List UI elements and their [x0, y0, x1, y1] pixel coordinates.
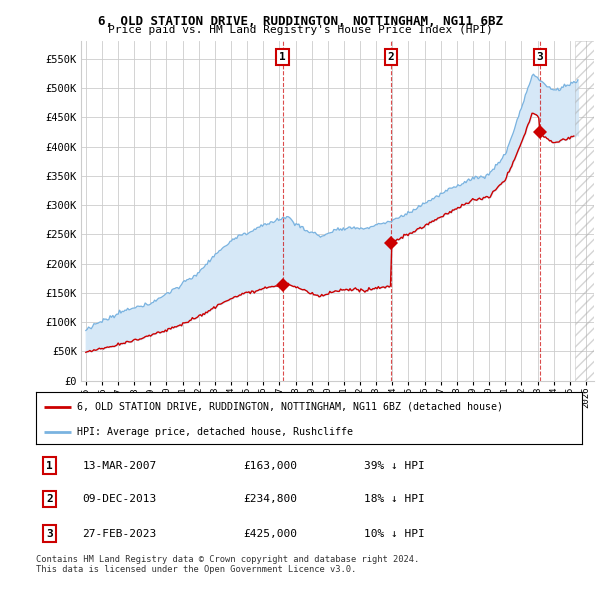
Text: 39% ↓ HPI: 39% ↓ HPI — [364, 461, 424, 471]
Text: 1: 1 — [279, 52, 286, 62]
Text: 3: 3 — [536, 52, 544, 62]
Text: 09-DEC-2013: 09-DEC-2013 — [82, 494, 157, 504]
Text: 2: 2 — [388, 52, 395, 62]
Text: Contains HM Land Registry data © Crown copyright and database right 2024.
This d: Contains HM Land Registry data © Crown c… — [36, 555, 419, 574]
Text: 1: 1 — [46, 461, 53, 471]
Text: £425,000: £425,000 — [244, 529, 298, 539]
Text: 6, OLD STATION DRIVE, RUDDINGTON, NOTTINGHAM, NG11 6BZ: 6, OLD STATION DRIVE, RUDDINGTON, NOTTIN… — [97, 15, 503, 28]
Text: 2: 2 — [46, 494, 53, 504]
Text: 6, OLD STATION DRIVE, RUDDINGTON, NOTTINGHAM, NG11 6BZ (detached house): 6, OLD STATION DRIVE, RUDDINGTON, NOTTIN… — [77, 402, 503, 412]
Text: £163,000: £163,000 — [244, 461, 298, 471]
Text: 18% ↓ HPI: 18% ↓ HPI — [364, 494, 424, 504]
Text: Price paid vs. HM Land Registry's House Price Index (HPI): Price paid vs. HM Land Registry's House … — [107, 25, 493, 35]
Text: 3: 3 — [46, 529, 53, 539]
Text: £234,800: £234,800 — [244, 494, 298, 504]
Text: HPI: Average price, detached house, Rushcliffe: HPI: Average price, detached house, Rush… — [77, 427, 353, 437]
Text: 13-MAR-2007: 13-MAR-2007 — [82, 461, 157, 471]
Text: 10% ↓ HPI: 10% ↓ HPI — [364, 529, 424, 539]
Text: 27-FEB-2023: 27-FEB-2023 — [82, 529, 157, 539]
